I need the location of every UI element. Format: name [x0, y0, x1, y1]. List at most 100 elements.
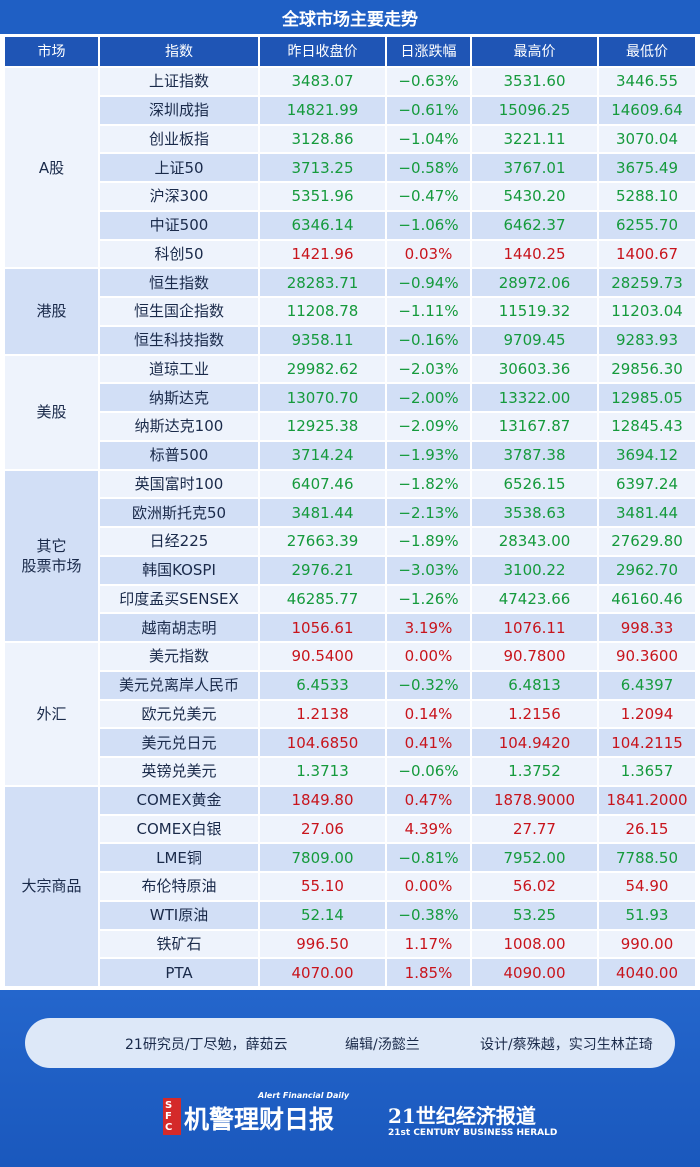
index-name: 深圳成指 [100, 96, 258, 124]
value-cell: −2.09% [387, 413, 470, 440]
value-cell: 6407.46 [260, 470, 385, 498]
value-cell: 13070.70 [260, 384, 385, 411]
value-cell: −2.00% [387, 384, 470, 411]
value-cell: 104.6850 [260, 729, 385, 756]
value-cell: 0.00% [387, 643, 470, 670]
value-cell: 3675.49 [599, 154, 695, 181]
value-cell: 1.3657 [599, 758, 695, 785]
logo-name: 21世纪经济报道 [388, 1104, 536, 1128]
value-cell: 3787.38 [472, 441, 597, 469]
value-cell: 0.03% [387, 240, 470, 268]
value-cell: 0.14% [387, 700, 470, 728]
value-cell: −0.47% [387, 183, 470, 210]
value-cell: 9358.11 [260, 326, 385, 354]
index-name: 恒生指数 [100, 269, 258, 296]
value-cell: 56.02 [472, 873, 597, 900]
value-cell: −1.89% [387, 528, 470, 555]
value-cell: 998.33 [599, 614, 695, 641]
market-cell: 美股 [5, 355, 98, 469]
index-name: 美元兑离岸人民币 [100, 671, 258, 699]
value-cell: 29982.62 [260, 355, 385, 383]
value-cell: 28259.73 [599, 269, 695, 296]
market-cell: 外汇 [5, 643, 98, 785]
value-cell: 13322.00 [472, 384, 597, 411]
index-name: 日经225 [100, 528, 258, 555]
value-cell: 14609.64 [599, 96, 695, 124]
value-cell: 1076.11 [472, 614, 597, 641]
credits: 21研究员/丁尽勉，薛茹云 编辑/汤懿兰 设计/蔡殊越，实习生林芷琦 [25, 1018, 675, 1068]
value-cell: 28972.06 [472, 269, 597, 296]
market-cell: A股 [5, 68, 98, 268]
index-name: 铁矿石 [100, 930, 258, 958]
index-name: 韩国KOSPI [100, 556, 258, 584]
value-cell: 3100.22 [472, 556, 597, 584]
value-cell: −0.94% [387, 269, 470, 296]
credit: 编辑/汤懿兰 [345, 1037, 420, 1053]
value-cell: 47423.66 [472, 585, 597, 613]
value-cell: 9709.45 [472, 326, 597, 354]
index-name: 道琼工业 [100, 355, 258, 383]
footer: 21研究员/丁尽勉，薛茹云 编辑/汤懿兰 设计/蔡殊越，实习生林芷琦 SFC 机… [0, 990, 700, 1167]
value-cell: 52.14 [260, 901, 385, 929]
index-name: LME铜 [100, 844, 258, 871]
value-cell: 2976.21 [260, 556, 385, 584]
value-cell: 3481.44 [599, 499, 695, 526]
value-cell: 1400.67 [599, 240, 695, 268]
market-cell: 其它 股票市场 [5, 470, 98, 641]
value-cell: 46160.46 [599, 585, 695, 613]
index-name: 创业板指 [100, 125, 258, 153]
value-cell: 14821.99 [260, 96, 385, 124]
value-cell: 13167.87 [472, 413, 597, 440]
value-cell: −0.58% [387, 154, 470, 181]
value-cell: −1.06% [387, 211, 470, 239]
value-cell: 90.7800 [472, 643, 597, 670]
title: 全球市场主要走势 [0, 0, 700, 34]
value-cell: 28343.00 [472, 528, 597, 555]
value-cell: 3221.11 [472, 125, 597, 153]
value-cell: 6397.24 [599, 470, 695, 498]
value-cell: −2.13% [387, 499, 470, 526]
index-name: 标普500 [100, 441, 258, 469]
index-name: COMEX白银 [100, 815, 258, 843]
index-name: 恒生国企指数 [100, 298, 258, 325]
value-cell: 3483.07 [260, 68, 385, 95]
value-cell: −0.32% [387, 671, 470, 699]
value-cell: 6346.14 [260, 211, 385, 239]
value-cell: 0.00% [387, 873, 470, 900]
value-cell: 4040.00 [599, 959, 695, 986]
value-cell: 5351.96 [260, 183, 385, 210]
value-cell: −0.16% [387, 326, 470, 354]
value-cell: 5430.20 [472, 183, 597, 210]
value-cell: 3538.63 [472, 499, 597, 526]
value-cell: −0.61% [387, 96, 470, 124]
value-cell: 0.41% [387, 729, 470, 756]
index-name: WTI原油 [100, 901, 258, 929]
market-cell: 大宗商品 [5, 786, 98, 986]
column-header: 最高价 [472, 37, 597, 66]
value-cell: 6.4397 [599, 671, 695, 699]
value-cell: 7952.00 [472, 844, 597, 871]
value-cell: 6526.15 [472, 470, 597, 498]
index-name: 科创50 [100, 240, 258, 268]
index-name: 布伦特原油 [100, 873, 258, 900]
value-cell: 26.15 [599, 815, 695, 843]
value-cell: 1.3713 [260, 758, 385, 785]
index-name: COMEX黄金 [100, 786, 258, 814]
value-cell: 6.4533 [260, 671, 385, 699]
value-cell: 1841.2000 [599, 786, 695, 814]
value-cell: −1.82% [387, 470, 470, 498]
value-cell: 1421.96 [260, 240, 385, 268]
value-cell: 12845.43 [599, 413, 695, 440]
index-name: 中证500 [100, 211, 258, 239]
value-cell: 996.50 [260, 930, 385, 958]
value-cell: 3446.55 [599, 68, 695, 95]
index-name: 英镑兑美元 [100, 758, 258, 785]
value-cell: 53.25 [472, 901, 597, 929]
value-cell: 29856.30 [599, 355, 695, 383]
value-cell: −0.06% [387, 758, 470, 785]
value-cell: 7788.50 [599, 844, 695, 871]
value-cell: 90.5400 [260, 643, 385, 670]
logo-en: 21st CENTURY BUSINESS HERALD [388, 1128, 558, 1138]
market-cell: 港股 [5, 269, 98, 354]
value-cell: 2962.70 [599, 556, 695, 584]
